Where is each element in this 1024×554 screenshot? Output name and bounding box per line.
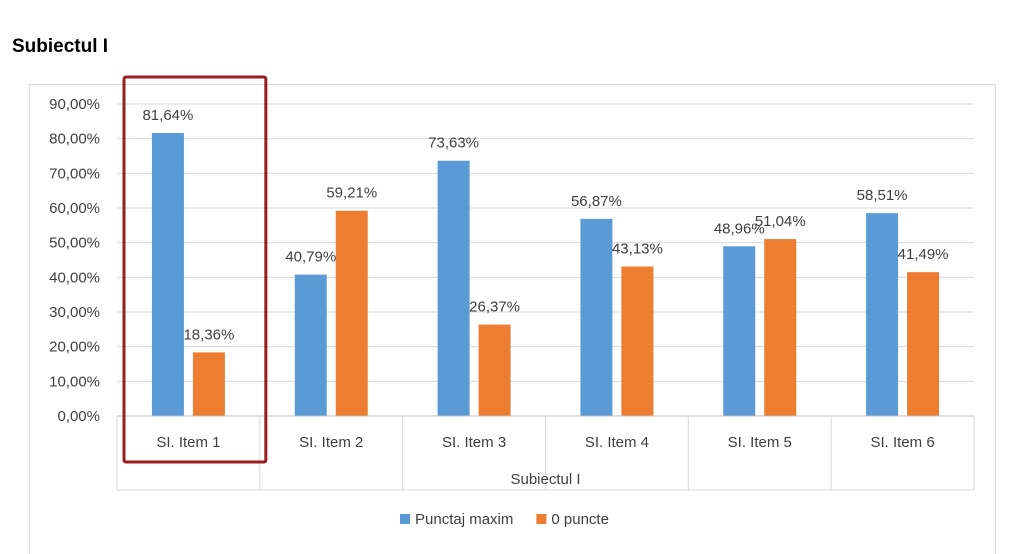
bar <box>151 132 184 417</box>
legend-swatch <box>536 514 547 524</box>
x-tick-label: SI. Item 6 <box>870 434 934 451</box>
y-tick-label: 40,00% <box>49 269 100 286</box>
bar <box>866 213 899 416</box>
bar <box>192 352 225 416</box>
legend-swatch <box>400 514 410 524</box>
bar <box>764 239 797 416</box>
data-label: 81,64% <box>142 107 193 124</box>
data-labels: 81,64% 18,36% 40,79% 59,21% 73,63% 26,37% 56,8… <box>142 107 948 343</box>
bars <box>151 132 940 417</box>
y-tick-label: 30,00% <box>49 304 100 321</box>
data-label: 58,51% <box>857 187 908 204</box>
legend: Punctaj maxim 0 puncte <box>400 511 609 528</box>
data-label: 18,36% <box>183 326 234 343</box>
x-tick-label: SI. Item 3 <box>442 434 506 451</box>
x-tick-label: SI. Item 1 <box>156 434 220 451</box>
chart-frame <box>29 84 996 554</box>
bar <box>478 324 511 416</box>
page-heading: Subiectul I <box>12 36 109 57</box>
y-tick-label: 70,00% <box>49 165 100 182</box>
y-tick-label: 10,00% <box>49 373 100 390</box>
y-tick-label: 50,00% <box>49 235 100 252</box>
data-label: 73,63% <box>428 135 479 152</box>
legend-label: Punctaj maxim <box>415 511 513 528</box>
data-label: 56,87% <box>571 193 622 210</box>
y-tick-label: 80,00% <box>49 131 100 148</box>
bar <box>335 210 368 416</box>
highlight-box <box>122 75 268 464</box>
y-tick-label: 0,00% <box>57 408 100 425</box>
data-label: 40,79% <box>285 249 336 266</box>
data-label: 59,21% <box>326 185 377 202</box>
x-tick-label: SI. Item 5 <box>728 434 792 451</box>
legend-label: 0 puncte <box>551 511 609 528</box>
x-axis-title: Subiectul I <box>510 471 580 488</box>
bar <box>294 274 327 416</box>
bar <box>580 218 613 416</box>
bar <box>621 266 654 416</box>
x-tick-label: SI. Item 4 <box>585 434 649 451</box>
y-axis-ticks: 0,00% 10,00% 20,00% 30,00% 40,00% 50,00% 60,00… <box>49 96 100 425</box>
data-label: 26,37% <box>469 299 520 316</box>
bar <box>723 246 756 416</box>
y-tick-label: 60,00% <box>49 200 100 217</box>
x-tick-label: SI. Item 2 <box>299 434 363 451</box>
gridlines <box>117 103 974 382</box>
data-label: 51,04% <box>755 213 806 230</box>
bar <box>907 272 940 416</box>
data-label: 41,49% <box>898 246 949 263</box>
y-tick-label: 20,00% <box>49 339 100 356</box>
bar <box>437 160 470 416</box>
x-axis: SI. Item 1 SI. Item 2 SI. Item 3 SI. Item 4… <box>116 415 975 491</box>
data-label: 43,13% <box>612 240 663 257</box>
data-label: 48,96% <box>714 220 765 237</box>
y-tick-label: 90,00% <box>49 96 100 113</box>
